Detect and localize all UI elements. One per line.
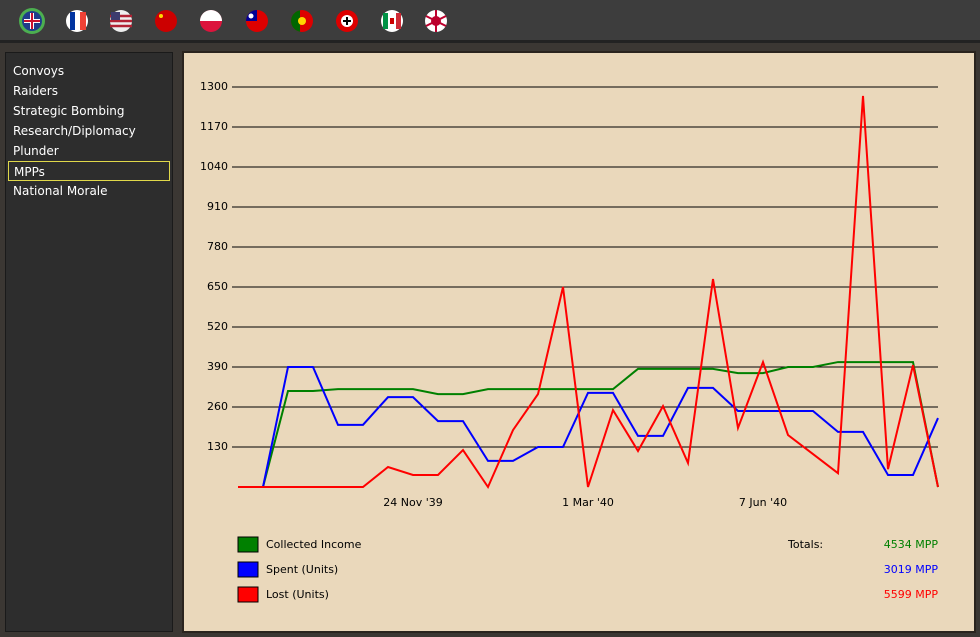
legend-swatch [237,536,259,553]
legend-label: Lost (Units) [266,588,329,601]
y-tick-label: 780 [207,240,228,253]
totals-label: Totals: [787,538,823,551]
total-value: 3019 MPP [884,563,939,576]
flag-poland[interactable] [200,10,222,32]
menu-item[interactable]: MPPs [8,161,170,181]
flag-france[interactable] [66,10,88,32]
x-tick-label: 1 Mar '40 [562,496,614,509]
flag-china[interactable] [246,10,268,32]
menu-item[interactable]: Research/Diplomacy [13,124,136,138]
menu-item[interactable]: Plunder [13,144,59,158]
flag-uk[interactable] [19,8,45,34]
legend-swatch [237,561,259,578]
series-line [238,366,939,488]
y-tick-label: 1300 [200,80,228,93]
y-tick-label: 520 [207,320,228,333]
total-value: 5599 MPP [884,588,939,601]
flag-italy[interactable] [381,10,403,32]
menu-item[interactable]: Raiders [13,84,58,98]
flag-japan[interactable] [425,10,447,32]
legend-label: Spent (Units) [266,563,338,576]
x-tick-label: 7 Jun '40 [739,496,787,509]
legend-label: Collected Income [266,538,362,551]
y-tick-label: 130 [207,440,228,453]
y-tick-label: 910 [207,200,228,213]
y-tick-label: 1170 [200,120,228,133]
legend-swatch [237,586,259,603]
menu-item[interactable]: Strategic Bombing [13,104,125,118]
side-menu: Convoys Raiders Strategic Bombing Research/… [5,52,173,632]
flag-ussr[interactable] [155,10,177,32]
top-bar [0,0,980,42]
menu-item[interactable]: National Morale [13,184,108,198]
total-value: 4534 MPP [884,538,939,551]
flag-portugal[interactable] [291,10,313,32]
flag-usa[interactable] [110,10,132,32]
x-tick-label: 24 Nov '39 [383,496,442,509]
y-tick-label: 1040 [200,160,228,173]
flag-germany[interactable] [336,10,358,32]
menu-item[interactable]: Convoys [13,64,65,78]
series-line [238,361,939,488]
y-tick-label: 390 [207,360,228,373]
series-line [238,95,939,490]
top-bar-edge [0,40,980,43]
y-tick-label: 650 [207,280,228,293]
chart-panel [182,51,976,633]
y-tick-label: 260 [207,400,228,413]
